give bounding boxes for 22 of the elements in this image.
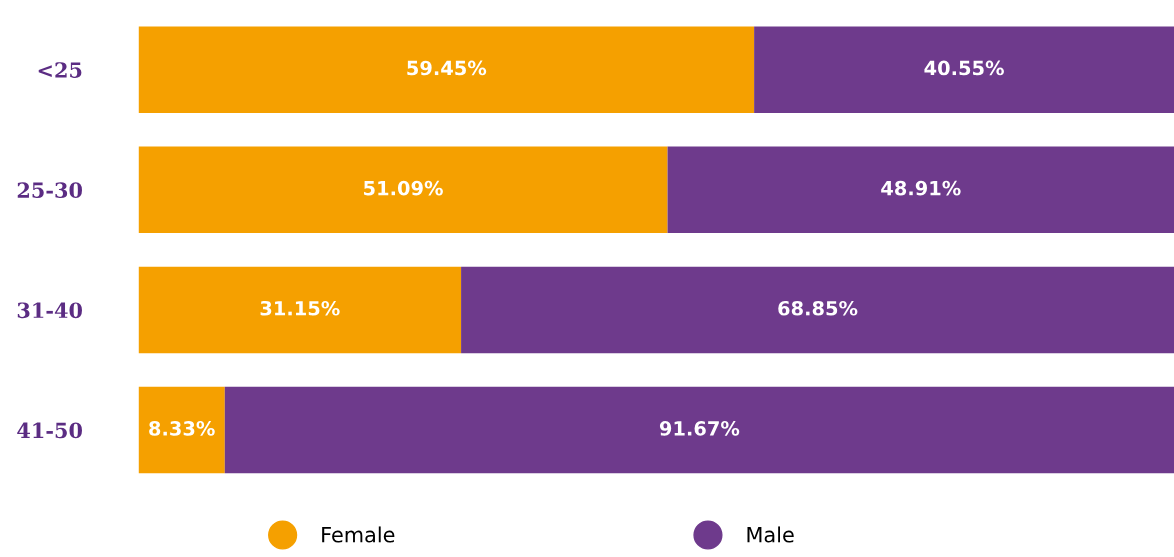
bar (138, 386, 225, 474)
bar (754, 26, 1174, 113)
bar (461, 266, 1174, 354)
bar (667, 146, 1174, 234)
y-tick-label: 41-50 (17, 422, 82, 439)
data-label: 40.55% (924, 60, 1004, 76)
bar (224, 386, 1174, 474)
y-tick-label: <25 (38, 62, 82, 78)
legend-label: Male (747, 526, 794, 543)
y-tick-label: 25-30 (17, 182, 82, 199)
data-label: 59.45% (407, 60, 487, 76)
bar (138, 26, 755, 113)
data-label: 8.33% (149, 421, 215, 436)
legend-label: Female (322, 526, 395, 543)
data-label: 68.85% (778, 300, 858, 316)
data-label: 91.67% (659, 421, 740, 436)
data-label: 31.15% (260, 300, 340, 316)
bar (138, 146, 668, 234)
data-label: 48.91% (881, 180, 961, 196)
y-tick-label: 31-40 (17, 302, 82, 319)
data-label: 51.09% (364, 180, 443, 196)
bar (138, 266, 462, 354)
